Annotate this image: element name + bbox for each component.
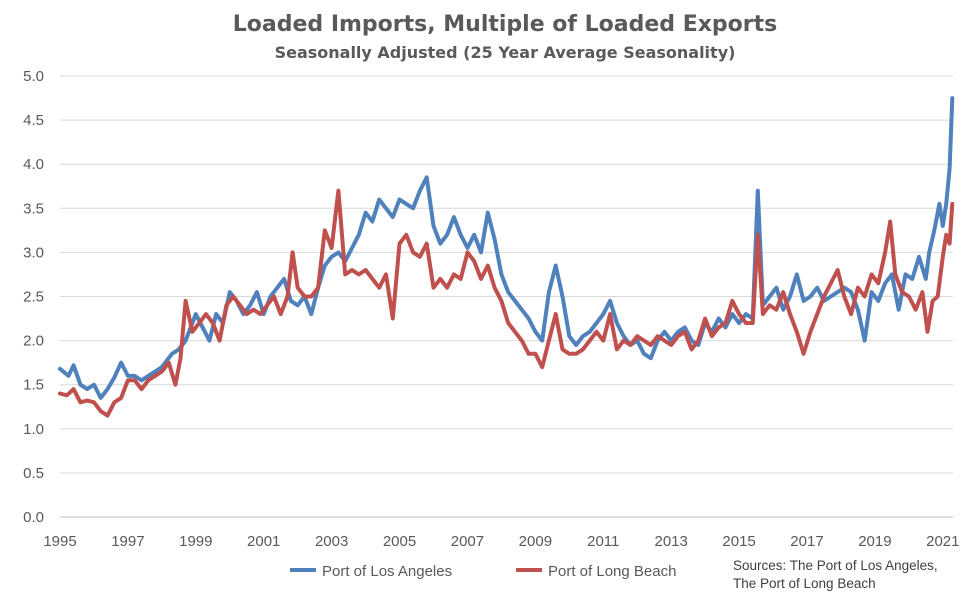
x-tick-label: 2019: [858, 533, 891, 550]
x-tick-label: 2013: [654, 533, 687, 550]
y-tick-label: 0.0: [23, 509, 44, 526]
gridlines: [60, 75, 953, 474]
x-tick-label: 2005: [383, 533, 416, 550]
y-tick-label: 4.0: [23, 156, 44, 173]
source-line: The Port of Long Beach: [733, 576, 876, 591]
y-tick-label: 1.5: [23, 377, 44, 394]
y-tick-label: 4.5: [23, 112, 44, 129]
legend-label-la: Port of Los Angeles: [322, 563, 452, 580]
y-tick-label: 5.0: [23, 68, 44, 85]
y-tick-label: 3.0: [23, 244, 44, 261]
y-tick-label: 2.5: [23, 289, 44, 306]
y-tick-label: 3.5: [23, 200, 44, 217]
series-line-long-beach: [58, 188, 955, 418]
chart-title: Loaded Imports, Multiple of Loaded Expor…: [233, 12, 777, 37]
series-line-los-angeles: [58, 96, 955, 400]
y-axis-ticks: 0.0 0.5 1.0 1.5 2.0 2.5 3.0 3.5 4.0 4.5 5.0: [23, 68, 44, 526]
legend: Port of Los Angeles Port of Long Beach: [290, 563, 676, 580]
x-tick-label: 2021: [926, 533, 959, 550]
y-tick-label: 0.5: [23, 465, 44, 482]
source-note: Sources: The Port of Los Angeles, The Por…: [733, 558, 938, 591]
x-tick-label: 2003: [315, 533, 348, 550]
x-tick-label: 2007: [451, 533, 484, 550]
x-tick-label: 2001: [247, 533, 280, 550]
x-tick-label: 1995: [43, 533, 76, 550]
x-tick-label: 1999: [179, 533, 212, 550]
x-tick-label: 1997: [111, 533, 144, 550]
x-axis-ticks: 1995 1997 1999 2001 2003 2005 2007 2009 2011 2013…: [43, 533, 959, 550]
x-tick-label: 2011: [587, 533, 619, 550]
legend-label-lb: Port of Long Beach: [548, 563, 676, 580]
y-tick-label: 2.0: [23, 333, 44, 350]
x-tick-label: 2015: [722, 533, 755, 550]
series-lines: [58, 96, 955, 418]
x-tick-label: 2017: [790, 533, 823, 550]
y-tick-label: 1.0: [23, 421, 44, 438]
chart-subtitle: Seasonally Adjusted (25 Year Average Sea…: [275, 43, 736, 62]
source-line: Sources: The Port of Los Angeles,: [733, 558, 938, 573]
x-tick-label: 2009: [519, 533, 552, 550]
